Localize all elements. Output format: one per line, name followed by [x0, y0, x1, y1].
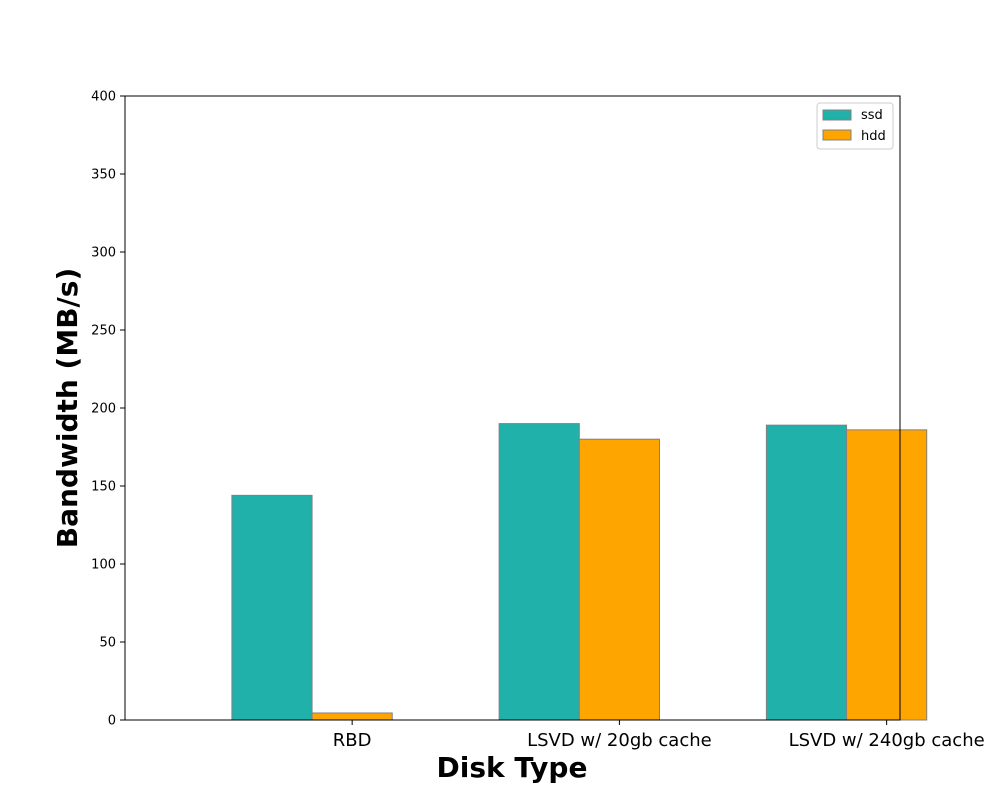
y-tick-label-7: 350 — [91, 168, 116, 183]
x-category-label-0: RBD — [333, 730, 372, 751]
legend-label-ssd: ssd — [861, 108, 883, 123]
y-tick-label-2: 100 — [91, 558, 116, 573]
x-axis-title: Disk Type — [437, 751, 588, 784]
bar-ssd-1 — [498, 423, 580, 721]
y-tick-label-4: 200 — [91, 402, 116, 417]
bar-hdd-2 — [846, 429, 928, 721]
x-category-label-2: LSVD w/ 240gb cache — [789, 730, 985, 751]
x-category-label-1: LSVD w/ 20gb cache — [527, 730, 712, 751]
legend-swatch-ssd — [822, 109, 852, 121]
legend-swatch-hdd — [822, 129, 852, 141]
x-axis: RBD LSVD w/ 20gb cache LSVD w/ 240gb cache — [333, 720, 985, 751]
y-tick-label-1: 50 — [99, 636, 116, 651]
y-tick-label-6: 300 — [91, 246, 116, 261]
bar-ssd-2 — [765, 424, 848, 721]
y-tick-label-0: 0 — [108, 714, 116, 729]
bars-layer — [231, 423, 928, 721]
y-tick-label-3: 150 — [91, 480, 116, 495]
bar-hdd-0 — [311, 712, 393, 721]
legend: ssd hdd — [816, 102, 894, 150]
y-tick-label-5: 250 — [91, 324, 116, 339]
bar-ssd-0 — [231, 494, 313, 721]
legend-label-hdd: hdd — [861, 129, 886, 144]
y-tick-label-8: 400 — [91, 90, 116, 105]
y-axis-title: Bandwidth (MB/s) — [51, 268, 84, 548]
y-axis: 0 50 100 150 200 250 300 350 400 — [91, 90, 125, 729]
bar-hdd-1 — [578, 438, 660, 721]
